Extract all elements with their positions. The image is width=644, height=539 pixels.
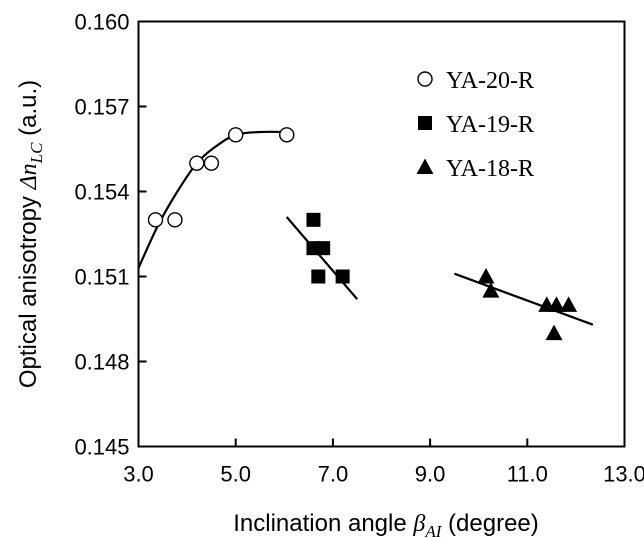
- data-point: [316, 241, 331, 256]
- fit-line-ya-20-r: [137, 130, 287, 269]
- data-point: [547, 296, 565, 312]
- y-tick-label: 0.154: [74, 180, 129, 205]
- data-point: [189, 155, 205, 171]
- x-tick-label: 3.0: [123, 462, 154, 487]
- data-point: [560, 296, 578, 312]
- y-tick-label: 0.160: [74, 10, 129, 35]
- legend-marker: [417, 71, 433, 87]
- legend-label: YA-19-R: [446, 112, 534, 138]
- legend-marker: [416, 158, 434, 174]
- data-point: [545, 324, 563, 341]
- y-tick-label: 0.145: [74, 435, 129, 460]
- data-point: [311, 269, 326, 284]
- fit-line-ya-19-r: [285, 216, 359, 300]
- x-tick-label: 7.0: [318, 462, 349, 487]
- y-axis-title: Optical anisotropy ΔnLC (a.u.): [15, 80, 46, 388]
- legend: YA-20-R YA-19-R YA-18-R: [416, 68, 534, 182]
- y-tick-label: 0.157: [74, 95, 129, 120]
- data-point: [477, 268, 495, 284]
- data-point: [167, 212, 183, 228]
- data-point: [482, 282, 500, 298]
- x-tick-label: 9.0: [415, 462, 446, 487]
- y-tick-label: 0.148: [74, 350, 129, 375]
- data-point: [203, 155, 220, 171]
- data-point: [227, 127, 244, 143]
- data-points: [147, 127, 578, 341]
- legend-marker: [418, 116, 432, 130]
- x-tick-label: 5.0: [220, 462, 251, 487]
- x-axis-title: Inclination angle βAI (degree): [233, 510, 539, 539]
- legend-label: YA-18-R: [446, 156, 534, 182]
- data-point: [147, 212, 164, 228]
- y-tick-label: 0.151: [74, 265, 129, 290]
- x-tick-label: 13.0: [603, 462, 644, 487]
- data-point: [279, 127, 295, 143]
- data-point: [335, 269, 350, 284]
- data-point: [306, 212, 321, 227]
- x-tick-label: 11.0: [507, 462, 548, 487]
- fit-line-ya-18-r: [454, 272, 594, 326]
- legend-label: YA-20-R: [446, 68, 534, 94]
- tick-layer: 3.0 5.0 7.0 9.0 11.0 13.0 0.145 0.148 0.151 0.154…: [74, 10, 644, 487]
- plot-frame: [137, 20, 626, 448]
